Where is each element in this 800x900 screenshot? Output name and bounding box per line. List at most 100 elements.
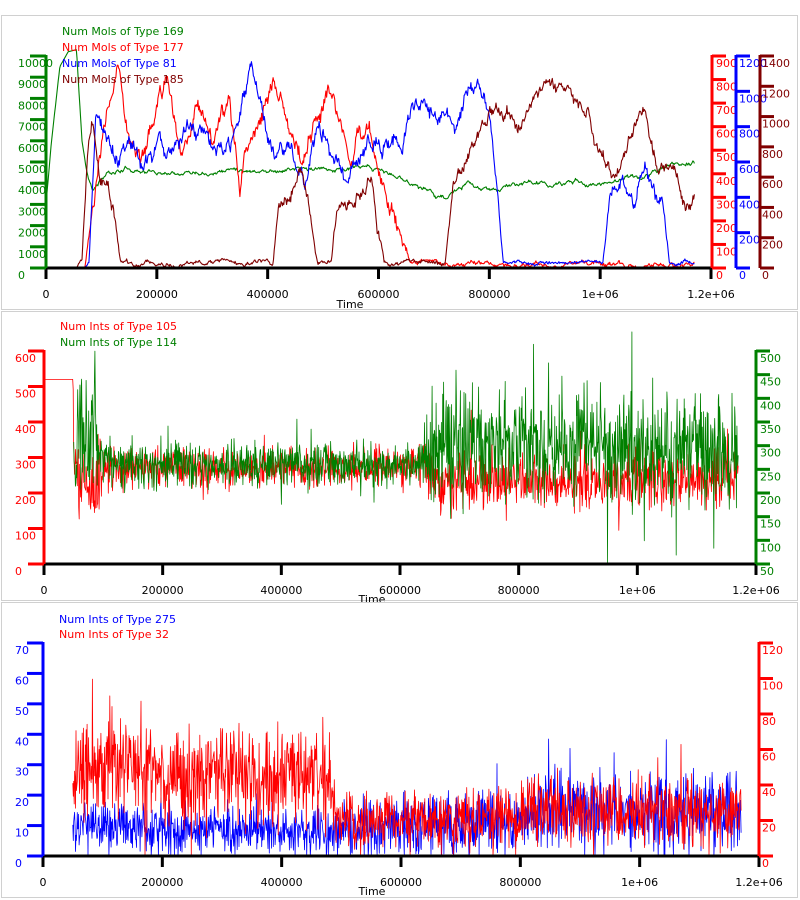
x-tick-label: 200000 — [142, 584, 184, 597]
y-tick-label: 10 — [15, 827, 29, 840]
y-tick-label: 600 — [716, 128, 737, 141]
x-tick-label: 200000 — [136, 288, 178, 301]
y-tick-label: 8000 — [18, 99, 46, 112]
y-tick-label: 4000 — [18, 184, 46, 197]
y-tick-label: 0 — [15, 565, 22, 578]
legend-entry: Num Ints of Type 32 — [59, 628, 169, 641]
y-tick-label: 0 — [716, 269, 723, 282]
y-axis-right: 0 100 200 300 400 500 600 700 800 900 — [710, 54, 737, 282]
y-tick-label: 200 — [762, 239, 783, 252]
y-tick-label: 7000 — [18, 121, 46, 134]
chart-panel-2: 0 200000 400000 600000 800000 1e+06 1.2e+06Tim… — [1, 311, 798, 606]
y-tick-label: 400 — [760, 399, 781, 412]
y-tick-label: 500 — [15, 388, 36, 401]
series-group — [44, 331, 739, 565]
x-tick-label: 1e+06 — [621, 876, 658, 889]
y-tick-label: 40 — [15, 735, 29, 748]
x-tick-label: 1.2e+06 — [735, 876, 782, 889]
y-tick-label: 150 — [760, 518, 781, 531]
y-tick-label: 300 — [15, 459, 36, 472]
y-tick-label: 900 — [716, 57, 737, 70]
y-tick-label: 400 — [762, 208, 783, 221]
y-tick-label: 60 — [762, 751, 776, 764]
series-group — [45, 49, 695, 269]
y-tick-label: 100 — [760, 541, 781, 554]
legend-entry: Num Mols of Type 81 — [62, 57, 177, 70]
legend-entry: Num Mols of Type 177 — [62, 41, 184, 54]
x-tick-label: 0 — [40, 876, 47, 889]
x-tick-label: 200000 — [141, 876, 183, 889]
y-tick-label: 20 — [762, 822, 776, 835]
series-line-num-mols-of-type-81 — [84, 61, 695, 269]
x-tick-label: 800000 — [498, 584, 540, 597]
series-line-num-ints-of-type-114 — [73, 331, 739, 565]
y-tick-label: 600 — [15, 352, 36, 365]
y-tick-label: 300 — [716, 198, 737, 211]
x-tick-label: 1e+06 — [582, 288, 619, 301]
y-tick-label: 5000 — [18, 163, 46, 176]
x-tick-label: 0 — [43, 288, 50, 301]
y-tick-label: 1400 — [762, 57, 790, 70]
panel-frame — [1, 15, 798, 310]
y-tick-label: 70 — [15, 644, 29, 657]
y-tick-label: 30 — [15, 766, 29, 779]
y-tick-label: 100 — [716, 245, 737, 258]
y-tick-label: 1200 — [762, 87, 790, 100]
y-tick-label: 3000 — [18, 205, 46, 218]
y-tick-label: 1000 — [18, 248, 46, 261]
y-tick-label: 0 — [18, 269, 25, 282]
y-tick-label: 0 — [15, 857, 22, 870]
y-tick-label: 500 — [760, 352, 781, 365]
legend-entry: Num Mols of Type 169 — [62, 25, 184, 38]
y-tick-label: 200 — [716, 222, 737, 235]
x-tick-label: 1.2e+06 — [687, 288, 734, 301]
y-tick-label: 2000 — [18, 227, 46, 240]
y-tick-label: 120 — [762, 644, 783, 657]
y-tick-label: 10000 — [18, 57, 53, 70]
y-tick-label: 100 — [15, 530, 36, 543]
y-tick-label: 800 — [716, 81, 737, 94]
legend-entry: Num Ints of Type 275 — [59, 613, 176, 626]
y-tick-label: 50 — [760, 565, 774, 578]
y-tick-label: 80 — [762, 715, 776, 728]
x-tick-label: 600000 — [379, 584, 421, 597]
x-tick-label: 400000 — [247, 288, 289, 301]
chart-panel-3: 0 200000 400000 600000 800000 1e+06 1.2e+06 Tim… — [1, 602, 798, 898]
series-line-num-ints-of-type-32 — [72, 678, 742, 857]
legend-entry: Num Ints of Type 105 — [60, 320, 177, 333]
y-tick-label: 800 — [739, 128, 760, 141]
x-tick-label: 800000 — [499, 876, 541, 889]
y-axis-right: 0 200 400 600 800 1000 1200 1400 — [758, 54, 790, 282]
y-tick-label: 500 — [716, 151, 737, 164]
x-tick-label: 400000 — [261, 876, 303, 889]
y-tick-label: 600 — [762, 178, 783, 191]
x-tick-label: 400000 — [260, 584, 302, 597]
x-tick-label: 800000 — [468, 288, 510, 301]
y-tick-label: 350 — [760, 423, 781, 436]
y-tick-label: 450 — [760, 376, 781, 389]
series-line-num-mols-of-type-169 — [45, 49, 695, 205]
y-tick-label: 1000 — [762, 118, 790, 131]
x-tick-label: 600000 — [358, 288, 400, 301]
y-tick-label: 0 — [762, 857, 769, 870]
y-axis-left: 0 10 20 30 40 50 60 70 — [15, 641, 45, 870]
y-tick-label: 300 — [760, 447, 781, 460]
series-group — [72, 678, 742, 857]
y-tick-label: 400 — [15, 423, 36, 436]
y-tick-label: 60 — [15, 674, 29, 687]
y-tick-label: 800 — [762, 148, 783, 161]
y-tick-label: 40 — [762, 786, 776, 799]
chart-panel-1: 0 200000 400000 600000 800000 1e+06 1.2e+06Tim… — [1, 15, 798, 311]
y-tick-label: 0 — [762, 269, 769, 282]
x-tick-label: 1.2e+06 — [732, 584, 779, 597]
y-tick-label: 400 — [716, 175, 737, 188]
y-tick-label: 6000 — [18, 142, 46, 155]
y-tick-label: 250 — [760, 470, 781, 483]
y-axis-right: 0 20 40 60 80 100 120 — [757, 641, 783, 870]
x-axis-title: Time — [336, 298, 364, 311]
y-tick-label: 200 — [739, 234, 760, 247]
y-axis-left: 0 100 200 300 400 500 600 — [15, 349, 46, 578]
x-tick-label: 600000 — [380, 876, 422, 889]
y-tick-label: 50 — [15, 705, 29, 718]
